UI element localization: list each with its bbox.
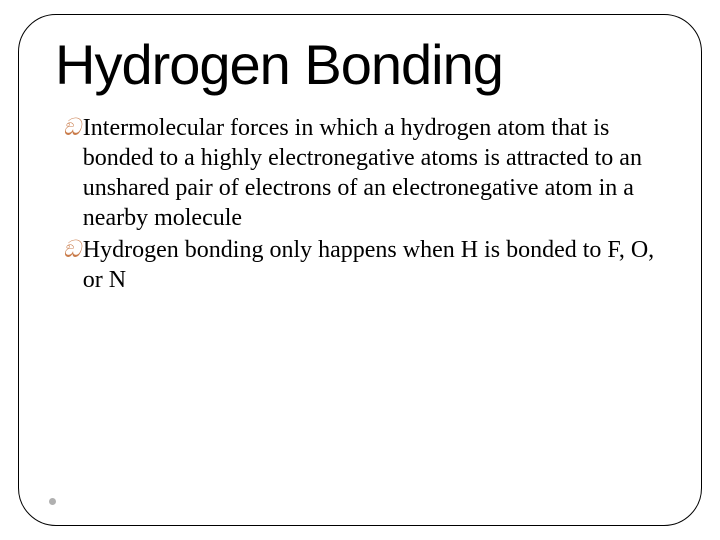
slide-title: Hydrogen Bonding [55, 33, 665, 97]
list-item: ඞ Hydrogen bonding only happens when H i… [63, 235, 657, 295]
bullet-text: Intermolecular forces in which a hydroge… [83, 113, 657, 233]
bullet-icon: ඞ [63, 235, 81, 265]
bullet-icon: ඞ [63, 113, 81, 143]
list-item: ඞ Intermolecular forces in which a hydro… [63, 113, 657, 233]
bullet-text: Hydrogen bonding only happens when H is … [83, 235, 657, 295]
footer-dot-icon [49, 498, 56, 505]
bullet-list: ඞ Intermolecular forces in which a hydro… [55, 113, 665, 295]
slide-frame: Hydrogen Bonding ඞ Intermolecular forces… [18, 14, 702, 526]
